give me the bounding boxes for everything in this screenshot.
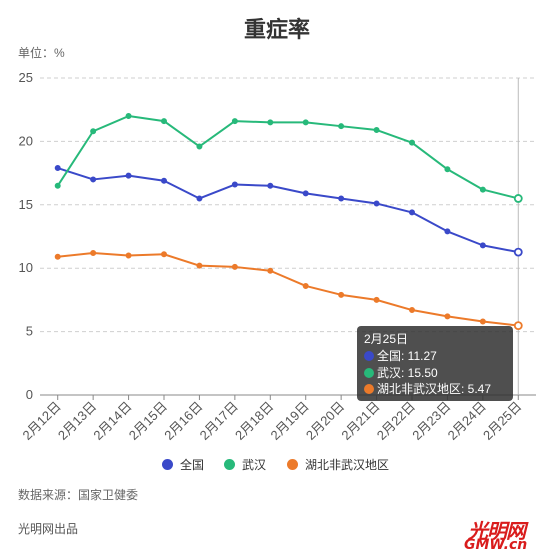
- tooltip-dot-wuhan: [364, 367, 374, 378]
- series-group: [54, 113, 523, 331]
- legend-item-wuhan[interactable]: 武汉: [224, 456, 266, 473]
- tooltip-text-wuhan: 武汉: 15.50: [377, 365, 438, 380]
- data-point-2-12: [479, 318, 486, 325]
- legend-label-wuhan: 武汉: [242, 458, 267, 472]
- y-axis-ticks: 0 5 10 15 20 25: [19, 70, 33, 402]
- data-point-2-13: [513, 321, 523, 331]
- y-tick-label: 10: [19, 260, 33, 275]
- x-tick-label: 2月22日: [374, 399, 418, 443]
- y-tick-label: 15: [19, 197, 33, 212]
- data-point-1-13: [513, 194, 523, 203]
- data-point-0-13: [513, 247, 523, 257]
- gmw-logo: 光明网 GMW.cn: [460, 515, 550, 555]
- data-point-1-5: [231, 118, 238, 125]
- chart-title: 重症率: [243, 17, 310, 42]
- unit-label: 单位：%: [18, 46, 65, 60]
- legend-item-hubei-non-wuhan[interactable]: 湖北非武汉地区: [287, 456, 389, 473]
- data-point-0-11: [444, 228, 451, 235]
- data-point-1-9: [373, 126, 380, 133]
- data-point-2-2: [125, 252, 132, 259]
- data-point-1-8: [338, 123, 345, 130]
- line-chart: 0 5 10 15 20 25 2月12日2月13日2月14日2月15日2月16日2月17…: [19, 70, 536, 443]
- data-point-2-8: [338, 291, 345, 298]
- credit-text: 光明网出品: [18, 522, 79, 536]
- y-tick-label: 5: [26, 324, 33, 339]
- series-line-1: [56, 115, 519, 200]
- data-point-0-0: [54, 165, 61, 172]
- logo-domain: GMW.cn: [464, 537, 528, 553]
- x-axis-ticks: 2月12日2月13日2月14日2月15日2月16日2月17日2月18日2月19日…: [19, 395, 524, 443]
- data-point-1-3: [161, 118, 167, 125]
- tooltip-dot-hubei-non-wuhan: [364, 384, 374, 394]
- y-tick-label: 25: [19, 70, 33, 85]
- y-tick-label: 0: [26, 387, 33, 402]
- data-point-1-2: [125, 113, 132, 120]
- data-point-2-9: [373, 296, 380, 303]
- x-tick-label: 2月21日: [338, 399, 382, 443]
- data-point-2-1: [90, 249, 97, 256]
- data-point-0-6: [267, 182, 274, 189]
- x-tick-label: 2月13日: [55, 399, 99, 443]
- x-tick-label: 2月17日: [197, 399, 241, 443]
- tooltip-row-hubei-non-wuhan: 湖北非武汉地区: 5.47: [364, 381, 506, 398]
- series-line-0: [57, 167, 519, 254]
- x-tick-label: 2月19日: [267, 399, 311, 443]
- data-source: 数据来源：国家卫健委: [18, 488, 139, 502]
- data-point-0-4: [196, 195, 203, 202]
- data-point-2-5: [231, 263, 238, 270]
- data-point-0-12: [479, 242, 486, 249]
- series-line-2: [57, 251, 519, 327]
- legend-swatch-national: [162, 459, 173, 470]
- data-point-0-10: [409, 209, 415, 216]
- y-tick-label: 20: [19, 133, 33, 148]
- data-point-2-11: [444, 313, 451, 320]
- data-point-1-0: [54, 182, 61, 189]
- x-tick-label: 2月23日: [409, 399, 453, 443]
- x-tick-label: 2月12日: [19, 399, 63, 443]
- x-tick-label: 2月25日: [480, 399, 524, 443]
- data-point-1-11: [444, 166, 451, 173]
- data-point-2-6: [267, 267, 274, 274]
- legend-label-hubei-non-wuhan: 湖北非武汉地区: [305, 458, 390, 472]
- data-point-1-7: [302, 119, 309, 126]
- data-point-2-3: [161, 251, 167, 258]
- data-point-0-1: [90, 176, 97, 183]
- tooltip-header: 2月25日: [364, 332, 409, 346]
- data-tooltip: 2月25日 全国: 11.27 武汉: 15.50 湖北非武汉地区: 5.47: [357, 326, 513, 401]
- x-tick-label: 2月18日: [232, 399, 276, 443]
- data-point-0-5: [231, 181, 238, 188]
- data-point-1-4: [196, 143, 203, 150]
- tooltip-text-hubei-non-wuhan: 湖北非武汉地区: 5.47: [377, 382, 492, 396]
- data-point-0-2: [125, 172, 132, 179]
- data-point-1-6: [267, 119, 274, 126]
- data-point-2-10: [409, 307, 415, 314]
- data-point-0-8: [338, 195, 345, 202]
- x-tick-label: 2月14日: [90, 399, 134, 443]
- legend-swatch-hubei-non-wuhan: [287, 459, 298, 470]
- data-point-0-7: [302, 190, 309, 197]
- data-point-2-0: [54, 253, 61, 260]
- tooltip-dot-national: [364, 351, 374, 361]
- legend-label-national: 全国: [180, 458, 205, 472]
- data-point-2-7: [302, 282, 309, 289]
- data-point-0-3: [161, 177, 167, 184]
- data-point-2-4: [196, 262, 203, 269]
- tooltip-text-national: 全国: 11.27: [377, 349, 437, 363]
- chart-legend: 全国 武汉 湖北非武汉地区: [0, 456, 554, 474]
- x-tick-label: 2月20日: [303, 399, 347, 443]
- x-tick-label: 2月15日: [126, 399, 170, 443]
- logo-brand: 光明网: [468, 519, 526, 543]
- data-point-1-10: [409, 139, 415, 146]
- data-point-1-1: [90, 128, 97, 135]
- tooltip-row-national: 全国: 11.27: [364, 348, 506, 365]
- x-tick-label: 2月24日: [445, 399, 489, 443]
- x-tick-label: 2月16日: [161, 399, 205, 443]
- legend-item-national[interactable]: 全国: [162, 456, 204, 473]
- data-point-0-9: [373, 200, 380, 207]
- tooltip-row-wuhan: 武汉: 15.50: [364, 365, 506, 382]
- data-point-1-12: [479, 186, 486, 193]
- legend-swatch-wuhan: [224, 459, 235, 470]
